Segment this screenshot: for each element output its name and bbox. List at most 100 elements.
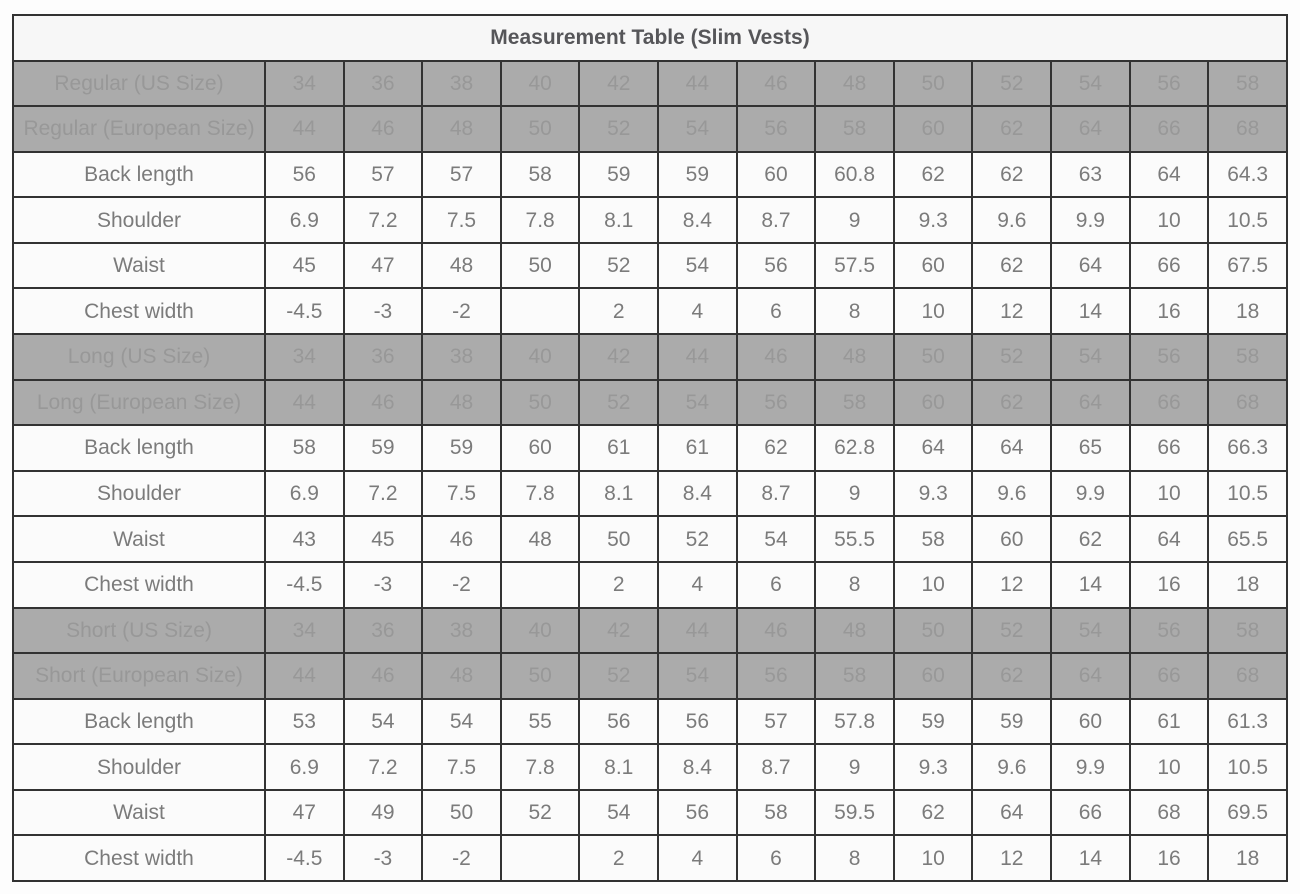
value-cell: 62 [892, 150, 974, 199]
value-cell: 59 [657, 150, 738, 199]
value-cell: 36 [342, 59, 424, 108]
value-cell: 66 [1128, 378, 1210, 427]
value-cell: 67.5 [1207, 241, 1288, 290]
value-cell: 14 [1050, 560, 1131, 609]
value-cell: 9.9 [1050, 196, 1131, 244]
measurement-row: Chest width -4.5 -3 -2 2 4 6 8 10 12 14 16 18 [12, 560, 1288, 609]
value-cell: 42 [578, 333, 660, 381]
value-cell: 64 [971, 788, 1053, 837]
value-cell: 56 [1128, 333, 1210, 381]
value-cell: 60 [971, 515, 1053, 563]
value-cell: 52 [578, 241, 660, 290]
value-cell: 10 [1128, 196, 1210, 244]
value-cell: 57.8 [814, 697, 895, 746]
value-cell: 9 [814, 196, 895, 244]
value-cell: 54 [1050, 606, 1131, 655]
value-cell: 4 [657, 560, 738, 609]
value-cell: 60 [892, 105, 974, 153]
value-cell: 66 [1050, 788, 1131, 837]
value-cell: 43 [264, 515, 345, 563]
value-cell: 48 [499, 515, 581, 563]
value-cell: 7.5 [421, 469, 502, 518]
row-label-cell: Shoulder [12, 743, 266, 791]
value-cell: 44 [264, 105, 345, 153]
value-cell: 69.5 [1207, 788, 1288, 837]
value-cell: 9 [814, 469, 895, 518]
measurement-table: Measurement Table (Slim Vests) Regular (… [12, 14, 1288, 882]
value-cell: 62 [971, 105, 1053, 153]
value-cell: 56 [735, 105, 817, 153]
value-cell: 48 [421, 241, 502, 290]
value-cell: 50 [578, 515, 660, 563]
value-cell: 12 [971, 560, 1053, 609]
row-label-cell: Back length [12, 424, 266, 472]
value-cell: -4.5 [264, 560, 345, 609]
value-cell: 8.4 [657, 469, 738, 518]
value-cell: 49 [342, 788, 424, 837]
value-cell: 47 [342, 241, 424, 290]
value-cell: 62.8 [814, 424, 895, 472]
value-cell: 48 [814, 59, 895, 108]
value-cell: -2 [421, 287, 502, 336]
value-cell: 52 [971, 333, 1053, 381]
value-cell: 9.3 [892, 469, 974, 518]
value-cell: 34 [264, 606, 345, 655]
value-cell: 45 [342, 515, 424, 563]
value-cell: 66.3 [1207, 424, 1288, 472]
value-cell: 50 [892, 59, 974, 108]
value-cell: 61.3 [1207, 697, 1288, 746]
value-cell: 52 [578, 378, 660, 427]
value-cell: 8 [814, 560, 895, 609]
value-cell: 62 [892, 788, 974, 837]
value-cell: 58 [1207, 59, 1288, 108]
value-cell: 56 [1128, 59, 1210, 108]
value-cell: 54 [421, 697, 502, 746]
value-cell: 56 [1128, 606, 1210, 655]
measurement-row: Chest width -4.5 -3 -2 2 4 6 8 10 12 14 16 18 [12, 834, 1288, 882]
value-cell: 60 [892, 652, 974, 700]
value-cell: 56 [578, 697, 660, 746]
value-cell: 8 [814, 287, 895, 336]
value-cell: 64 [1128, 150, 1210, 199]
value-cell: 54 [657, 241, 738, 290]
value-cell: 68 [1207, 105, 1288, 153]
value-cell: 46 [735, 59, 817, 108]
value-cell: 46 [421, 515, 502, 563]
row-label-cell: Waist [12, 788, 266, 837]
measurement-row: Shoulder 6.9 7.2 7.5 7.8 8.1 8.4 8.7 9 9.3 9.6 9.9 1… [12, 469, 1288, 518]
measurement-row: Back length 56 57 57 58 59 59 60 60.8 62 62 63 64 64.… [12, 150, 1288, 199]
value-cell: 42 [578, 59, 660, 108]
value-cell: 6.9 [264, 743, 345, 791]
value-cell: 59 [971, 697, 1053, 746]
measurement-row: Back length 58 59 59 60 61 61 62 62.8 64 64 65 66 66.… [12, 424, 1288, 472]
value-cell: 6 [735, 287, 817, 336]
row-label-cell: Short (US Size) [12, 606, 266, 655]
value-cell: 62 [971, 378, 1053, 427]
value-cell: 62 [971, 241, 1053, 290]
value-cell: 9.3 [892, 196, 974, 244]
value-cell: 61 [1128, 697, 1210, 746]
value-cell: 8 [814, 834, 895, 882]
value-cell: 56 [735, 652, 817, 700]
value-cell: 55 [499, 697, 581, 746]
value-cell: 18 [1207, 560, 1288, 609]
value-cell: 9 [814, 743, 895, 791]
value-cell: 64 [892, 424, 974, 472]
value-cell: 38 [421, 59, 502, 108]
value-cell: 52 [578, 652, 660, 700]
value-cell: 48 [814, 606, 895, 655]
value-cell: 8.4 [657, 196, 738, 244]
value-cell: 56 [264, 150, 345, 199]
value-cell: 10.5 [1207, 469, 1288, 518]
value-cell: 62 [971, 652, 1053, 700]
value-cell: 44 [264, 378, 345, 427]
value-cell: 58 [892, 515, 974, 563]
value-cell: 47 [264, 788, 345, 837]
value-cell: 7.5 [421, 743, 502, 791]
value-cell: -2 [421, 560, 502, 609]
value-cell: 64 [1128, 515, 1210, 563]
value-cell: 10 [1128, 469, 1210, 518]
value-cell: 38 [421, 333, 502, 381]
row-label-cell: Chest width [12, 287, 266, 336]
value-cell: 45 [264, 241, 345, 290]
